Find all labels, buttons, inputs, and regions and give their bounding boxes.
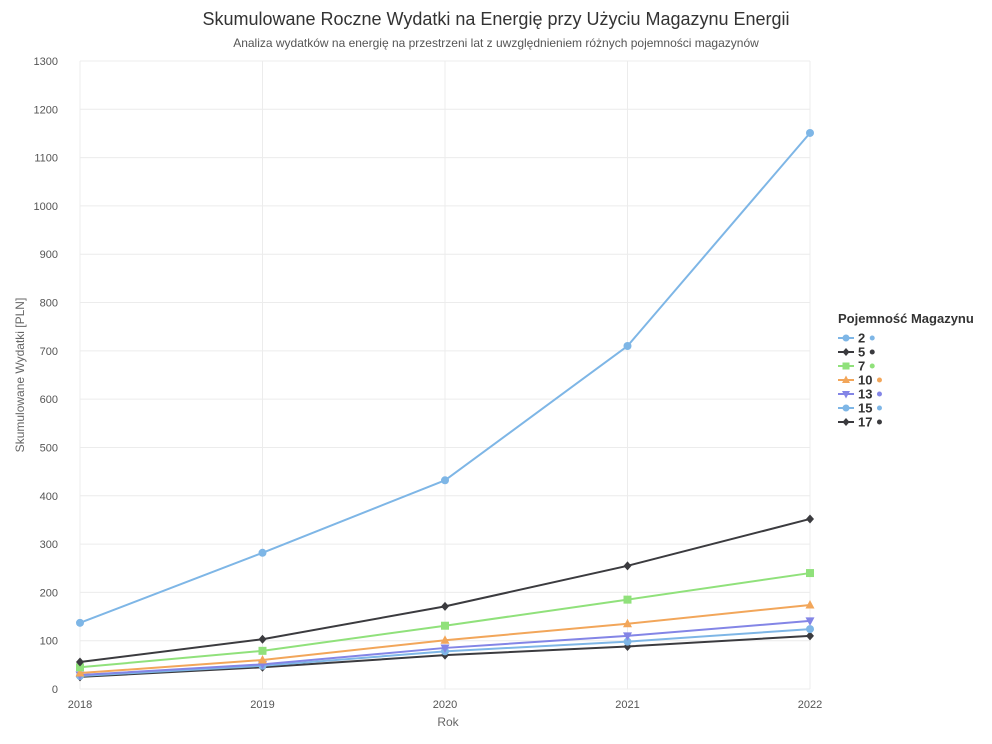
legend-marker	[842, 375, 850, 383]
x-axis-ticks: 2018 2019 2020 2021 2022	[68, 699, 822, 711]
series-5	[76, 514, 814, 667]
data-point	[623, 632, 632, 641]
legend-dot	[869, 335, 875, 341]
y-tick-label: 300	[40, 539, 58, 551]
series-2	[76, 128, 814, 627]
legend-marker	[842, 334, 850, 342]
legend-dot	[876, 405, 882, 411]
data-point	[623, 342, 632, 351]
legend-marker	[842, 362, 850, 370]
legend-dot	[876, 419, 882, 425]
series-7	[76, 569, 814, 672]
legend-label: 7	[858, 359, 865, 374]
y-tick-label: 200	[40, 587, 58, 599]
y-tick-label: 0	[52, 684, 58, 696]
data-point	[440, 635, 450, 644]
grid	[79, 60, 811, 690]
data-point	[258, 655, 267, 664]
data-point	[75, 668, 85, 677]
legend-dot	[876, 377, 882, 383]
legend-label: 15	[858, 401, 872, 416]
legend-marker	[842, 418, 850, 426]
chart-title: Skumulowane Roczne Wydatki na Energię pr…	[202, 9, 789, 29]
y-tick-label: 400	[40, 491, 58, 503]
legend-label: 10	[858, 373, 872, 388]
y-tick-label: 800	[40, 298, 58, 310]
legend-marker	[842, 391, 850, 399]
x-tick-label: 2019	[250, 699, 274, 711]
legend-label: 2	[858, 331, 865, 346]
y-tick-label: 500	[40, 442, 58, 454]
data-point	[806, 514, 814, 524]
legend-dot	[869, 349, 875, 355]
data-point	[805, 617, 815, 626]
legend-item-2[interactable]: 2	[838, 331, 875, 346]
legend-marker	[842, 348, 850, 356]
y-tick-label: 700	[40, 346, 58, 358]
data-point	[806, 128, 814, 137]
legend-item-7[interactable]: 7	[838, 359, 875, 374]
data-point	[258, 548, 267, 557]
legend-title: Pojemność Magazynu	[838, 311, 974, 326]
data-point	[805, 599, 815, 609]
y-tick-label: 1300	[34, 56, 58, 68]
legend-label: 13	[858, 387, 872, 402]
data-point	[623, 618, 632, 628]
chart-subtitle: Analiza wydatków na energię na przestrze…	[233, 36, 759, 50]
series	[75, 128, 815, 682]
data-point	[806, 631, 814, 641]
data-point	[441, 476, 449, 485]
x-tick-label: 2020	[433, 699, 457, 711]
data-point	[258, 634, 267, 644]
y-axis-label: Skumulowane Wydatki [PLN]	[13, 298, 27, 453]
data-point	[623, 595, 632, 604]
data-point	[623, 637, 632, 646]
data-point	[76, 663, 84, 672]
legend-dot	[876, 391, 882, 397]
x-tick-label: 2022	[798, 699, 822, 711]
x-axis-label: Rok	[437, 715, 459, 729]
legend-item-10[interactable]: 10	[838, 373, 882, 388]
legend-label: 5	[858, 345, 865, 360]
legend-marker	[842, 404, 850, 412]
y-tick-label: 1000	[34, 201, 58, 213]
legend-dot	[869, 363, 875, 369]
data-point	[441, 621, 449, 630]
data-point	[441, 601, 449, 611]
data-point	[258, 646, 267, 655]
y-tick-label: 1100	[34, 153, 58, 165]
y-tick-label: 900	[40, 249, 58, 261]
y-axis-ticks: 0 100 200 300 400 500 600 700 800 900 1000 1100 1200…	[34, 56, 58, 696]
legend-item-13[interactable]: 13	[838, 387, 882, 402]
data-point	[806, 569, 814, 578]
data-point	[440, 644, 450, 653]
data-point	[76, 657, 84, 667]
x-tick-label: 2018	[68, 699, 92, 711]
y-tick-label: 600	[40, 394, 58, 406]
data-point	[806, 625, 814, 634]
data-point	[623, 561, 632, 571]
y-tick-label: 1200	[34, 104, 58, 116]
legend-item-5[interactable]: 5	[838, 345, 875, 360]
legend-item-15[interactable]: 15	[838, 401, 882, 416]
y-tick-label: 100	[40, 636, 58, 648]
data-point	[76, 618, 84, 627]
x-tick-label: 2021	[615, 699, 639, 711]
legend-item-17[interactable]: 17	[838, 415, 882, 430]
series-10	[75, 599, 815, 677]
legend-label: 17	[858, 415, 872, 430]
